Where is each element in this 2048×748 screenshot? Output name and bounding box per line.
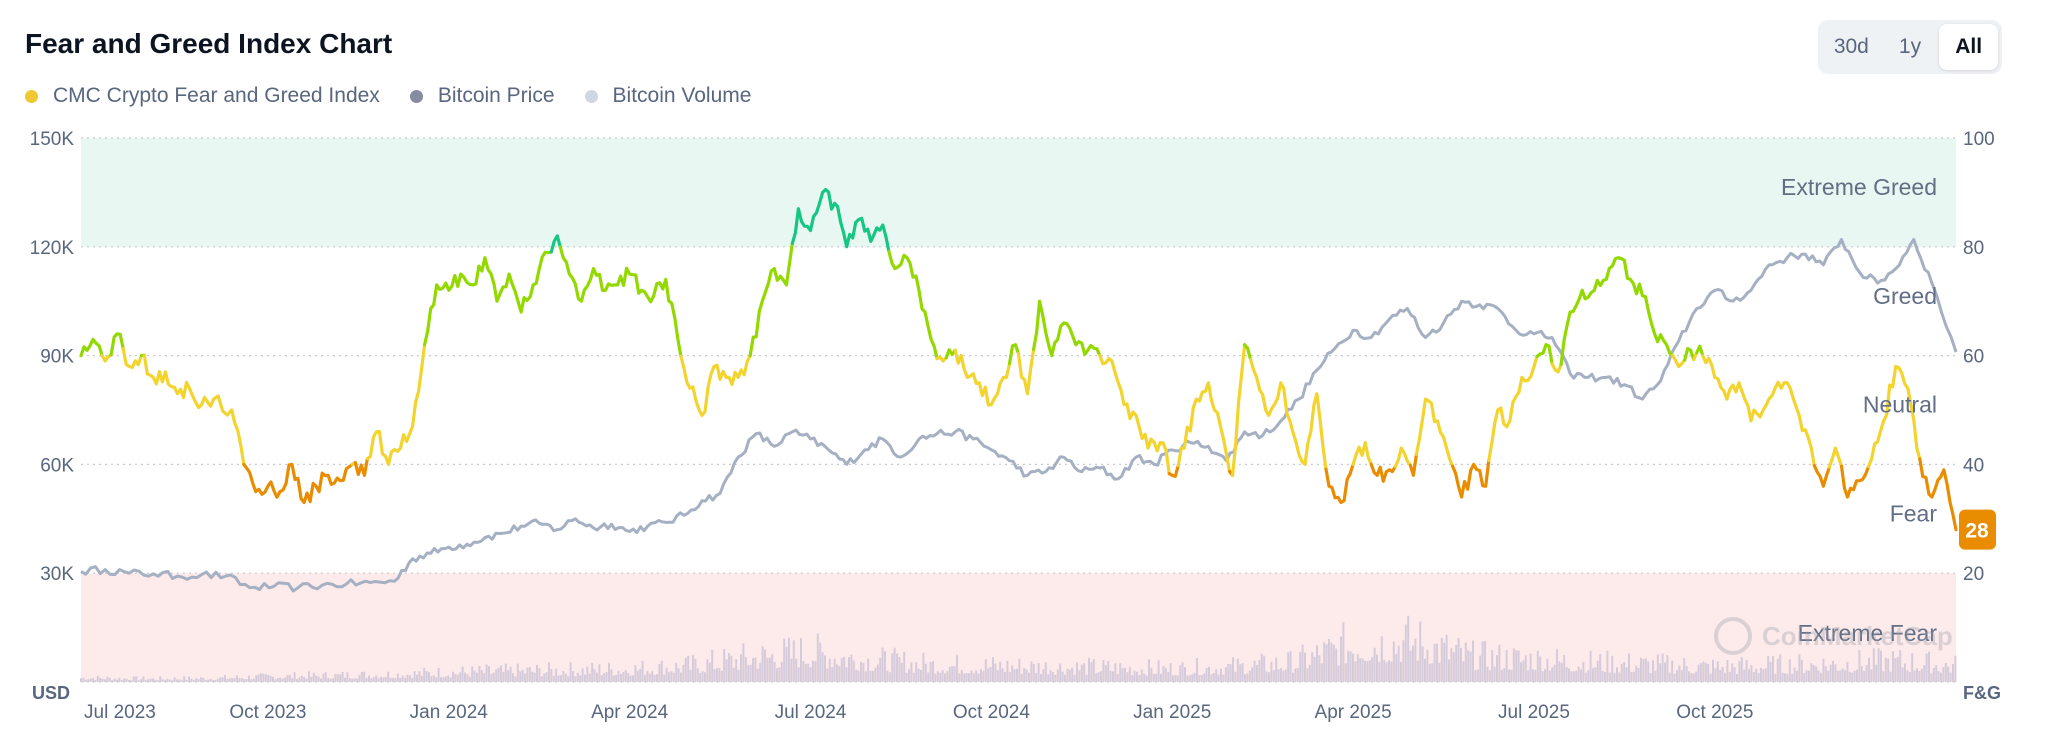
fear-greed-line-segment (1559, 256, 1675, 367)
fear-greed-line-segment (1408, 452, 1418, 477)
fear-greed-line-segment (1243, 343, 1253, 362)
usd-axis-label: USD (32, 683, 70, 703)
fear-greed-line-segment (1535, 343, 1554, 366)
fear-greed-line-segment (1098, 354, 1171, 476)
fear-greed-line-segment (1867, 364, 1922, 468)
legend-label-bitcoin-price: Bitcoin Price (437, 84, 555, 107)
fear-greed-line-segment (790, 187, 891, 253)
fear-greed-dot-icon (25, 89, 38, 103)
extreme-greed-band (81, 138, 1956, 247)
fear-greed-line-segment (1230, 343, 1247, 477)
fg-tick-label: 100 (1963, 129, 1995, 150)
bitcoin-price-line (80, 238, 1958, 593)
range-1y-button[interactable]: 1y (1898, 35, 1922, 58)
zone-label-neutral: Neutral (1863, 392, 1937, 418)
fg-tick-label: 40 (1963, 455, 1984, 476)
fear-greed-line-segment (1167, 463, 1180, 478)
x-tick-label: Oct 2024 (953, 702, 1031, 723)
zone-label-greed: Greed (1873, 283, 1937, 309)
fear-greed-line-segment (944, 348, 957, 360)
fear-greed-line-segment (142, 353, 246, 466)
fear-greed-line-segment (953, 348, 1012, 407)
zone-label-extreme-fear: Extreme Fear (1798, 620, 1938, 646)
fear-greed-line-segment (1683, 347, 1696, 362)
fear-greed-line-segment (1812, 463, 1831, 488)
fear-greed-line-segment (1249, 357, 1328, 471)
fear-greed-line-segment (423, 250, 553, 347)
fear-greed-line-segment (109, 332, 125, 357)
current-value-text: 28 (1965, 520, 1989, 543)
x-tick-label: Oct 2023 (229, 702, 306, 723)
fg-tick-label: 20 (1963, 564, 1984, 585)
fear-greed-line-segment (935, 355, 948, 363)
x-tick-label: Oct 2025 (1676, 702, 1753, 723)
x-tick-label: Jul 2023 (84, 702, 156, 723)
fear-greed-line-segment (549, 234, 562, 254)
fear-greed-line-segment (1324, 462, 1355, 505)
fear-greed-line-segment (121, 347, 143, 369)
bitcoin-volume-bars (80, 615, 1957, 682)
fear-greed-line-segment (1695, 344, 1705, 358)
chart-title: Fear and Greed Index Chart (25, 28, 393, 59)
range-30d-button[interactable]: 30d (1833, 35, 1869, 58)
coinmarketcap-watermark: CoinMarketCap (1714, 617, 1953, 655)
x-tick-label: Apr 2025 (1315, 702, 1392, 723)
fg-axis-label: F&G (1963, 683, 2001, 703)
bitcoin-price-dot-icon (409, 89, 423, 103)
fear-greed-line-segment (1701, 354, 1816, 468)
fg-tick-label: 80 (1963, 238, 1984, 259)
x-tick-label: Apr 2024 (591, 702, 669, 723)
zone-label-fear: Fear (1890, 500, 1938, 526)
fear-greed-line-segment (1032, 299, 1102, 358)
usd-tick-label: 150K (30, 129, 75, 150)
zone-label-extreme-greed: Extreme Greed (1781, 174, 1937, 200)
usd-tick-label: 120K (30, 238, 75, 259)
fear-greed-line-segment (1176, 381, 1232, 473)
legend-item-bitcoin-volume[interactable]: Bitcoin Volume (584, 84, 752, 108)
x-tick-label: Jan 2025 (1133, 702, 1211, 723)
watermark-text: CoinMarketCap (1762, 621, 1953, 651)
current-value-badge (1959, 509, 1996, 550)
x-tick-label: Jul 2024 (775, 702, 847, 723)
fear-greed-line-segment (1839, 464, 1871, 499)
fear-greed-line-segment (1016, 347, 1036, 396)
fear-greed-line-segment (887, 249, 939, 361)
time-range-selector: 30d 1y All (1818, 20, 2002, 74)
usd-tick-label: 30K (40, 564, 74, 585)
x-tick-label: Jan 2024 (410, 702, 489, 723)
fear-greed-line-segment (365, 343, 427, 466)
bitcoin-volume-dot-icon (584, 89, 598, 103)
fear-greed-line-segment (1393, 446, 1412, 469)
fear-greed-line-segment (1369, 462, 1397, 483)
fear-greed-line-segment (1414, 397, 1455, 468)
coinmarketcap-logo-icon (1714, 617, 1752, 655)
fear-greed-line-segment (1827, 446, 1844, 469)
fg-tick-label: 60 (1963, 347, 1984, 368)
usd-tick-label: 60K (40, 455, 74, 476)
x-tick-label: Jul 2025 (1498, 702, 1570, 723)
fear-greed-line-segment (1351, 441, 1373, 466)
legend-item-bitcoin-price[interactable]: Bitcoin Price (409, 84, 555, 108)
fear-greed-line-segment (558, 245, 683, 358)
fear-greed-line-segment (242, 462, 354, 505)
legend-label-fear-greed: CMC Crypto Fear and Greed Index (53, 84, 380, 107)
fear-greed-line-segment (1671, 353, 1687, 369)
fear-greed-line-segment (1487, 354, 1539, 463)
fear-greed-line-segment (679, 354, 752, 417)
fear-greed-line-segment (1007, 343, 1021, 366)
fear-greed-line-segment (100, 353, 113, 363)
usd-tick-label: 90K (40, 347, 74, 368)
fear-greed-line-segment (79, 337, 104, 358)
range-all-button[interactable]: All (1939, 24, 1999, 70)
legend-label-bitcoin-volume: Bitcoin Volume (612, 84, 752, 107)
fear-greed-line-segment (1550, 362, 1563, 374)
legend: CMC Crypto Fear and Greed Index Bitcoin … (25, 84, 751, 108)
fear-greed-line-segment (353, 457, 369, 477)
legend-item-fear-greed[interactable]: CMC Crypto Fear and Greed Index (25, 84, 380, 108)
fear-greed-line-segment (1451, 458, 1491, 499)
fear-greed-line-segment (748, 241, 794, 358)
fear-greed-line-segment (1918, 457, 1958, 532)
